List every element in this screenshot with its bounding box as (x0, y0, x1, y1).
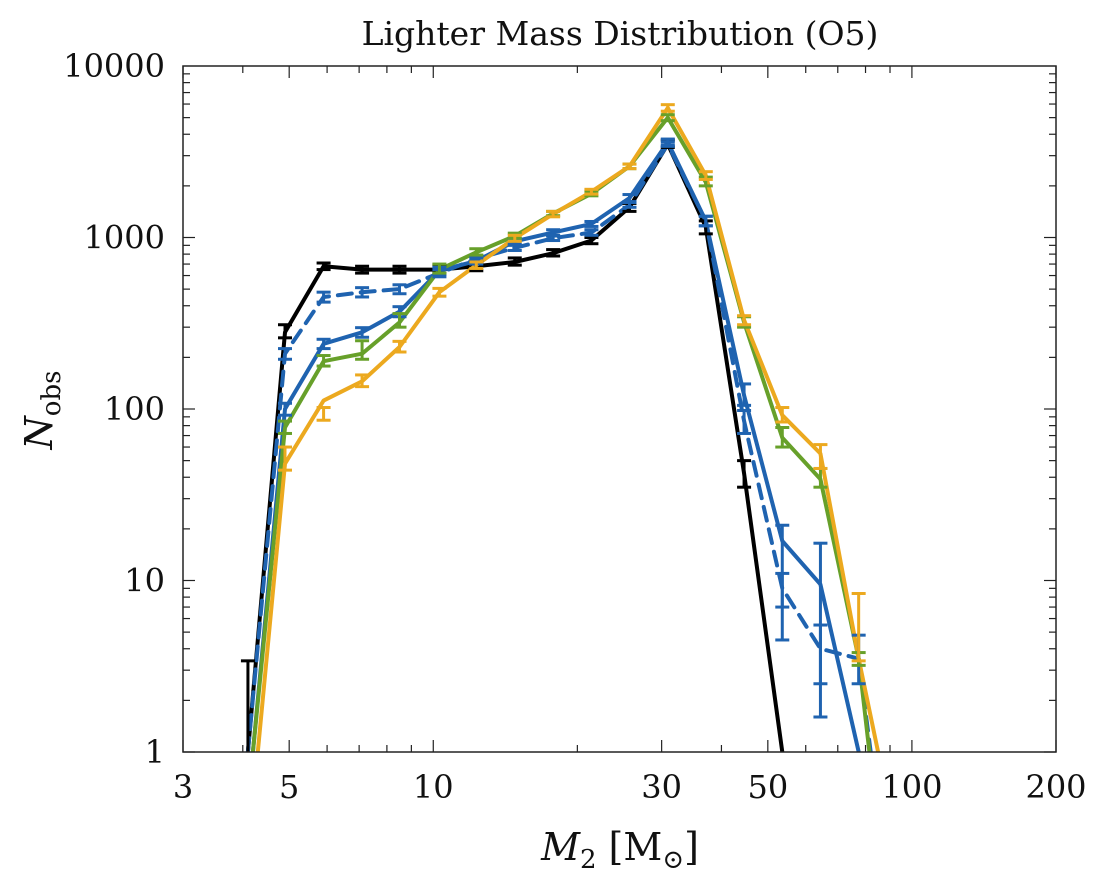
x-axis-label: M2 [M⊙] (540, 825, 699, 875)
error-bar-orange (851, 591, 866, 663)
error-bar-orange (355, 373, 370, 389)
chart-title: Lighter Mass Distribution (O5) (362, 14, 879, 53)
error-bar-orange (698, 170, 713, 181)
error-bar-blue-dashed (355, 286, 370, 299)
error-bar-blue-dashed (316, 290, 331, 304)
error-bar-green (355, 339, 370, 361)
error-bar-blue (698, 214, 713, 228)
error-bar-green (775, 426, 790, 449)
error-bar-blue (355, 326, 370, 339)
y-tick-label: 10 (124, 562, 165, 600)
error-bar-orange (584, 187, 599, 196)
error-bar-blue-dashed (277, 347, 292, 361)
error-bar-orange (507, 233, 522, 243)
error-bar-orange (469, 260, 484, 270)
x-tick-label: 200 (1025, 768, 1086, 806)
error-bar-blue (775, 523, 790, 642)
x-tick-label: 100 (881, 768, 942, 806)
x-tick-label: 30 (641, 768, 682, 806)
x-tick-labels: 3 5 10 30 50 100 200 (173, 768, 1087, 806)
error-bar-black (546, 248, 561, 258)
error-bar-blue (277, 401, 292, 417)
error-bar-blue (546, 228, 561, 237)
error-bar-orange (622, 162, 637, 171)
error-bar-black (240, 659, 255, 752)
error-bar-blue (622, 193, 637, 204)
y-tick-label: 10000 (63, 47, 165, 85)
error-bar-blue-dashed (584, 228, 599, 237)
error-bar-black (737, 459, 752, 489)
error-bar-orange (316, 406, 331, 422)
error-bar-orange (432, 286, 447, 298)
x-tick-label: 5 (279, 768, 299, 806)
error-bar-green (432, 262, 447, 275)
y-tick-label: 1000 (84, 219, 165, 257)
error-bar-black (584, 236, 599, 246)
error-bar-orange (737, 314, 752, 327)
series-line-blue-dashed (245, 142, 873, 752)
axis-ticks (182, 66, 1057, 753)
error-bar-blue (660, 137, 675, 147)
error-bar-blue (316, 337, 331, 351)
error-bar-orange (813, 443, 828, 470)
error-bar-blue-dashed (737, 409, 752, 435)
error-bars (240, 103, 866, 752)
error-bar-orange (392, 339, 407, 354)
x-tick-label: 10 (413, 768, 454, 806)
error-bar-blue (737, 382, 752, 407)
error-bar-green (316, 354, 331, 368)
error-bar-green (277, 419, 292, 435)
error-bar-orange (775, 406, 790, 424)
error-bar-black (316, 261, 331, 272)
error-bar-green (660, 113, 675, 123)
error-bar-blue (813, 541, 828, 719)
y-axis-label: Nobs (17, 371, 67, 451)
x-tick-label: 3 (173, 768, 193, 806)
error-bar-black (277, 323, 292, 340)
error-bar-blue-dashed (392, 283, 407, 296)
x-tick-label: 50 (747, 768, 788, 806)
error-bar-orange (546, 209, 561, 219)
plot-frame (182, 65, 1057, 753)
y-tick-label: 100 (104, 390, 165, 428)
error-bar-black (392, 264, 407, 275)
error-bar-green (392, 312, 407, 329)
error-bar-green (469, 247, 484, 257)
y-tick-labels: 1 10 100 1000 10000 (63, 47, 165, 771)
error-bar-orange (277, 445, 292, 472)
y-tick-label: 1 (145, 733, 165, 771)
error-bar-blue (584, 219, 599, 228)
error-bar-black (355, 264, 370, 275)
error-bar-orange (660, 103, 675, 113)
error-bar-black (507, 256, 522, 267)
